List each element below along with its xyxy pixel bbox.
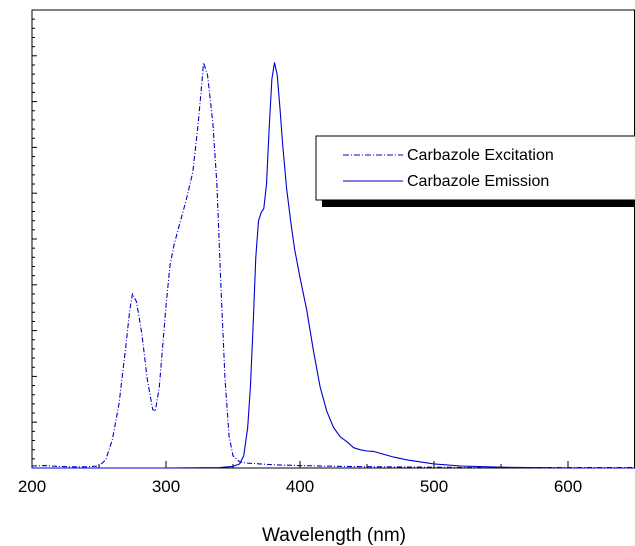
emission-series-line: [32, 62, 635, 469]
plot-frame: [31, 9, 635, 469]
x-tick-label: 400: [286, 477, 314, 496]
minor-ticks: [32, 18, 502, 468]
x-tick-label: 200: [18, 477, 46, 496]
x-axis-title: Wavelength (nm): [262, 525, 406, 546]
x-tick-label: 500: [420, 477, 448, 496]
legend-label-emission: Carbazole Emission: [407, 173, 549, 190]
x-tick-labels: 200 300 400 500 600: [18, 477, 582, 496]
x-tick-label: 600: [554, 477, 582, 496]
excitation-series-line: [31, 62, 635, 469]
series-layer: [31, 62, 635, 469]
legend-label-excitation: Carbazole Excitation: [407, 147, 554, 164]
x-tick-label: 300: [152, 477, 180, 496]
legend: Carbazole Excitation Carbazole Emission: [315, 135, 635, 207]
legend-box: [315, 135, 635, 201]
